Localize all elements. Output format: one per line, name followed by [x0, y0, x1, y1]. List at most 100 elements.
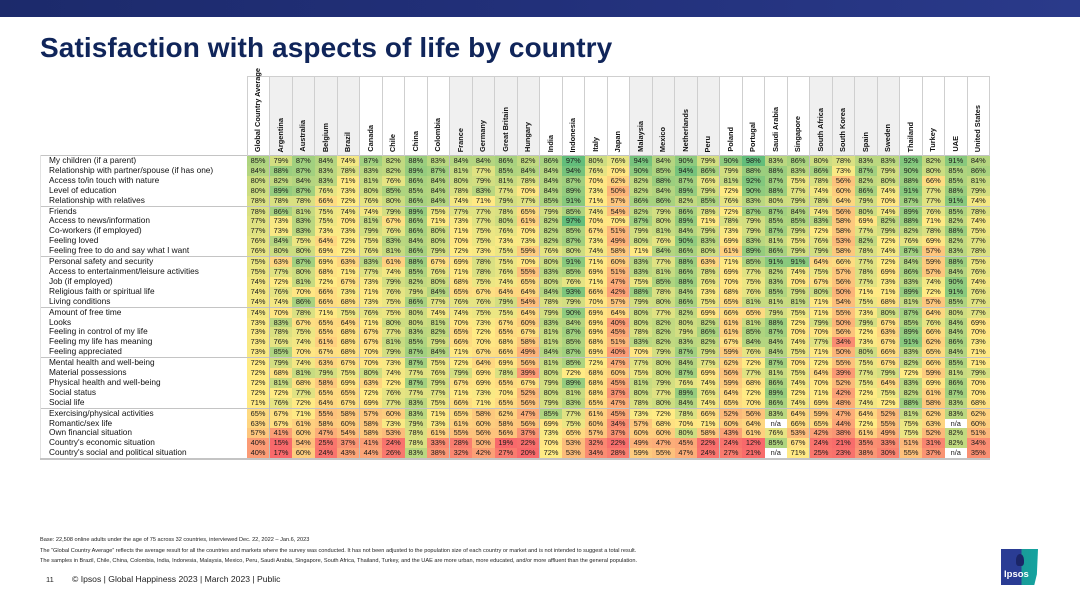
heatmap-cell: 70%: [494, 387, 517, 398]
heatmap-cell: 68%: [269, 368, 292, 378]
column-header-label: France: [455, 127, 465, 152]
heatmap-cell: 82%: [854, 175, 877, 186]
heatmap-cell: 89%: [674, 387, 697, 398]
heatmap-cell: 70%: [809, 327, 832, 338]
heatmap-cell: 78%: [809, 175, 832, 186]
heatmap-cell: 76%: [652, 236, 675, 247]
heatmap-cell: 86%: [674, 266, 697, 277]
heatmap-cell: 47%: [607, 276, 630, 287]
heatmap-cell: 77%: [854, 276, 877, 287]
heatmap-cell: 77%: [562, 407, 585, 419]
heatmap-cell: 76%: [922, 205, 945, 217]
heatmap-cell: 70%: [359, 347, 382, 358]
column-header: Belgium: [314, 76, 338, 156]
heatmap-cell: 69%: [922, 377, 945, 388]
heatmap-cell: 72%: [742, 387, 765, 398]
heatmap-cell: 79%: [494, 296, 517, 308]
heatmap-cell: 85%: [404, 266, 427, 277]
heatmap-cell: 77%: [854, 226, 877, 237]
heatmap-cell: 74%: [449, 306, 472, 318]
heatmap-cell: 65%: [809, 418, 832, 429]
column-header-label: China: [410, 131, 420, 152]
heatmap-cell: 80%: [809, 154, 832, 166]
heatmap-cell: 60%: [472, 418, 495, 429]
heatmap-cell: 45%: [674, 438, 697, 449]
heatmap-cell: 81%: [292, 276, 315, 287]
heatmap-cell: 71%: [359, 317, 382, 328]
heatmap-cell: 80%: [809, 286, 832, 297]
column-header-label: Hungary: [523, 122, 533, 152]
heatmap-cell: 84%: [674, 357, 697, 369]
heatmap-cell: 80%: [629, 317, 652, 328]
heatmap-cell: 61%: [584, 407, 607, 419]
heatmap-cell: 86%: [652, 195, 675, 207]
heatmap-cell: 88%: [944, 226, 967, 237]
heatmap-cell: 84%: [539, 175, 562, 186]
heatmap-cell: 86%: [404, 296, 427, 308]
row-label: Co-workers (if employed): [40, 225, 247, 237]
column-header: Turkey: [921, 76, 945, 156]
heatmap-cell: 73%: [269, 226, 292, 237]
heatmap-cell: 82%: [382, 154, 405, 166]
heatmap-cell: 66%: [584, 286, 607, 297]
heatmap-cell: 43%: [719, 428, 742, 439]
heatmap-cell: 86%: [292, 296, 315, 308]
heatmap-cell: 77%: [652, 306, 675, 318]
heatmap-cell: 80%: [922, 165, 945, 176]
heatmap-cell: 28%: [449, 438, 472, 449]
heatmap-cell: 84%: [539, 165, 562, 176]
heatmap-cell: 60%: [607, 256, 630, 267]
heatmap-cell: 82%: [899, 387, 922, 398]
column-header-label: Australia: [298, 120, 308, 152]
heatmap-cell: 84%: [247, 165, 270, 176]
heatmap-cell: 80%: [652, 296, 675, 308]
heatmap-cell: 70%: [584, 296, 607, 308]
heatmap-cell: 75%: [967, 256, 990, 267]
heatmap-cell: 79%: [629, 226, 652, 237]
heatmap-cell: 34%: [967, 438, 990, 449]
heatmap-cell: 77%: [967, 236, 990, 247]
heatmap-cell: 70%: [607, 216, 630, 227]
heatmap-cell: 72%: [809, 226, 832, 237]
heatmap-cell: 86%: [764, 246, 787, 257]
heatmap-cell: 89%: [899, 286, 922, 297]
heatmap-cell: 33%: [877, 438, 900, 449]
heatmap-cell: 63%: [877, 327, 900, 338]
heatmap-cell: 97%: [562, 216, 585, 227]
heatmap-cell: 81%: [449, 165, 472, 176]
heatmap-cell: 55%: [449, 428, 472, 439]
heatmap-cell: 76%: [269, 286, 292, 297]
heatmap-cell: 66%: [449, 397, 472, 409]
heatmap-cell: 75%: [854, 296, 877, 308]
heatmap-cell: 80%: [269, 246, 292, 257]
heatmap-cell: 80%: [539, 276, 562, 287]
column-header: Portugal: [741, 76, 765, 156]
heatmap-cell: 85%: [404, 185, 427, 196]
row-label: Feeling in control of my life: [40, 327, 247, 338]
heatmap-cell: 86%: [697, 327, 720, 338]
heatmap-cell: 79%: [787, 195, 810, 207]
heatmap-cell: 74%: [382, 266, 405, 277]
table-row: Feeling free to do and say what I want 76…: [40, 245, 990, 257]
heatmap-cell: 81%: [494, 175, 517, 186]
heatmap-cell: 87%: [764, 175, 787, 186]
heatmap-cell: 72%: [337, 246, 360, 257]
heatmap-cell: 75%: [382, 306, 405, 318]
heatmap-cell: 89%: [404, 205, 427, 217]
heatmap-cell: 75%: [967, 226, 990, 237]
heatmap-cell: 85%: [539, 195, 562, 207]
heatmap-cell: 79%: [269, 357, 292, 369]
heatmap-cell: 27%: [494, 448, 517, 461]
heatmap-cell: 72%: [314, 276, 337, 287]
heatmap-cell: 67%: [269, 418, 292, 429]
column-header: Spain: [854, 76, 878, 156]
heatmap-cell: 50%: [607, 185, 630, 196]
row-label: Physical health and well-being: [40, 377, 247, 388]
heatmap-cell: 57%: [629, 418, 652, 429]
heatmap-cell: 34%: [832, 337, 855, 348]
heatmap-cell: 52%: [877, 407, 900, 419]
heatmap-cell: 59%: [922, 256, 945, 267]
heatmap-cell: 80%: [382, 317, 405, 328]
heatmap-cell: 76%: [427, 266, 450, 277]
heatmap-cell: 77%: [652, 387, 675, 398]
